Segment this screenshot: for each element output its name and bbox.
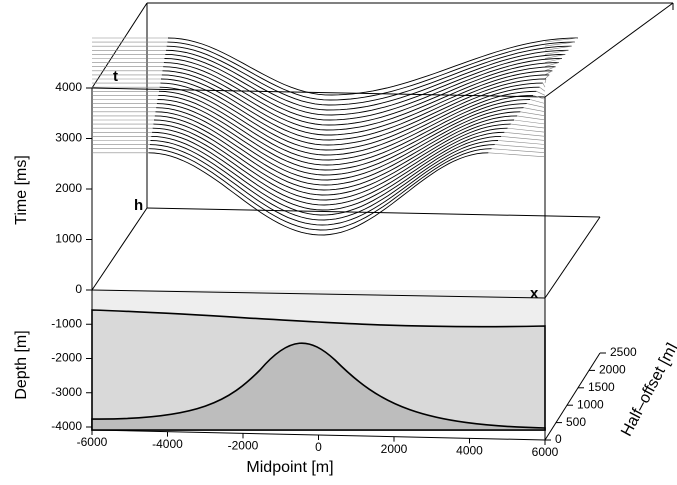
tick-label: 0 [555,432,562,446]
tick-label: 2000 [599,363,626,377]
curve-tail [523,107,546,112]
tick-label: 4000 [456,444,483,458]
curve-tail [533,95,546,100]
curve-tail [501,136,546,141]
curve [164,58,563,121]
curve-tail [544,37,579,43]
curve-tail [526,103,546,108]
curve [151,135,502,216]
curve [165,53,566,116]
curve-tail [520,111,546,117]
curve [161,74,550,141]
curve-tail [544,58,563,63]
axis-title: Depth [m] [13,330,30,399]
curve [149,144,495,226]
curve-tail [544,41,575,47]
tick-label: 1500 [588,380,615,394]
tick-label: -2000 [228,439,259,453]
corner-label: h [134,197,143,214]
curve [160,78,547,146]
curve-tail [544,74,550,80]
tick-label: 2000 [55,181,82,195]
curve [153,119,515,196]
curve-tail [507,127,546,133]
curve-tail [544,62,559,67]
curve-tail [544,78,547,84]
curve [149,148,492,231]
tick-label: -6000 [77,435,108,449]
curve-tail [494,144,546,149]
corner-label: x [530,285,539,302]
curve [158,90,537,161]
curve-tail [539,86,546,92]
curve [158,94,534,166]
curve-tail [513,119,546,125]
curve-tail [504,132,546,137]
curve-tail [488,152,546,158]
tick-label: -4000 [152,437,183,451]
curve-tail [542,82,546,88]
tick-label: -3000 [51,385,82,399]
curve-tail [517,115,546,121]
tick-label: -4000 [51,419,82,433]
curve [155,111,521,186]
tick-label: 0 [75,282,82,296]
axis-line [544,352,601,441]
curve-tail [544,45,572,51]
curve [163,62,559,126]
tick-label: -2000 [51,351,82,365]
axis-title: Time [ms] [13,155,30,225]
frame-edge [544,216,601,299]
curve-tail [529,99,546,104]
curve [165,49,569,111]
curve-tail [491,148,546,153]
curve [156,107,524,181]
tick-label: 1000 [55,232,82,246]
tick-label: 2500 [610,345,637,359]
curve-tail [544,50,569,55]
tick-label: 0 [315,440,322,454]
curve-tail [536,91,546,96]
tick-label: -1000 [51,316,82,330]
curve [153,123,511,201]
curve [159,86,540,156]
curve [167,37,579,96]
layer-dome [91,342,546,431]
frame-edge [544,2,674,98]
tick-label: 500 [566,415,586,429]
frame-edge [91,87,546,98]
curve-tail [544,66,556,71]
curve [163,66,556,131]
frame-edge [91,289,546,299]
curve [151,131,505,211]
tick-label: 1000 [577,397,604,411]
curve [150,140,499,221]
curve [160,82,543,151]
tick-label: 6000 [532,445,559,459]
curve [152,127,508,206]
tick-label: 4000 [55,80,82,94]
curve [148,152,489,236]
traveltime-curves [92,37,579,236]
curve [162,70,553,136]
frame-edge [91,207,148,291]
curve-tail [544,54,566,59]
curve [166,45,572,106]
depth-model [91,290,546,431]
tick-label: 3000 [55,131,82,145]
axis-title: Midpoint [m] [246,459,333,476]
curve [154,115,518,191]
curve-tail [544,70,553,76]
corner-label: t [113,68,118,85]
curve [156,103,527,176]
curve-tail [497,140,546,145]
frame-edge [91,2,148,89]
curve [157,99,531,171]
tick-label: 2000 [381,442,408,456]
curve [167,41,575,101]
curve-tail [510,123,546,129]
